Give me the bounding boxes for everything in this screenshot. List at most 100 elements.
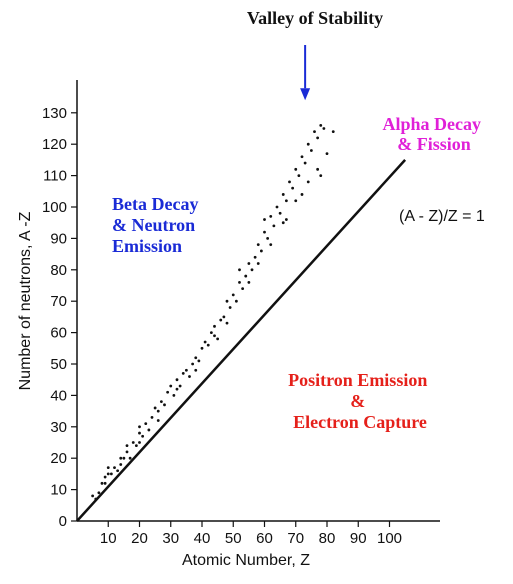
isotope-point [194, 356, 198, 360]
isotope-point [103, 475, 107, 479]
y-tick-label: 40 [50, 387, 67, 404]
isotope-point [175, 387, 179, 391]
isotope-point [278, 211, 282, 215]
isotope-point [91, 494, 95, 498]
x-tick-label: 40 [194, 530, 211, 547]
x-tick-label: 50 [225, 530, 242, 547]
region-positron-line-3: Electron Capture [293, 412, 427, 432]
isotope-point [163, 403, 166, 407]
isotope-point [241, 287, 245, 291]
isotope-point [300, 155, 304, 159]
isotope-point [294, 199, 298, 203]
isotope-point [194, 368, 198, 372]
isotope-point [297, 174, 301, 178]
isotope-point [309, 149, 313, 152]
region-alpha-decay: Alpha Decay & Fission [383, 114, 486, 154]
isotope-point [291, 186, 295, 190]
isotope-point [197, 359, 201, 363]
arrow-head [300, 88, 311, 101]
x-axis-ticks: 10 20 30 40 50 60 70 80 90 100 [100, 521, 402, 547]
y-tick-label: 10 [50, 482, 67, 499]
region-beta-decay: Beta Decay & Neutron Emission [112, 194, 203, 256]
isotope-point [294, 167, 298, 171]
stability-arrow [300, 45, 311, 101]
region-positron-emission: Positron Emission & Electron Capture [288, 370, 432, 432]
isotope-point [159, 400, 163, 404]
isotope-point [325, 152, 329, 156]
isotope-point [281, 193, 285, 196]
isotope-point [275, 205, 279, 209]
isotope-point [166, 390, 170, 394]
isotope-point [125, 444, 129, 448]
isotope-point [256, 262, 260, 265]
isotope-point [234, 299, 238, 303]
isotope-point [156, 419, 160, 422]
isotope-point [103, 481, 107, 485]
x-tick-label: 80 [319, 530, 336, 547]
isotope-point [128, 456, 132, 460]
isotope-point [281, 221, 285, 225]
region-alpha-line-2: & Fission [397, 134, 471, 154]
y-tick-label: 50 [50, 356, 67, 373]
isotope-point [300, 193, 304, 196]
y-tick-label: 90 [50, 230, 67, 247]
y-tick-label: 80 [50, 262, 67, 279]
isotope-point [247, 262, 251, 265]
isotope-point [244, 274, 248, 278]
x-tick-label: 30 [162, 530, 179, 547]
isotope-point [228, 306, 232, 309]
isotope-point [269, 215, 273, 218]
isotope-point [178, 384, 182, 388]
ratio-line-label: (A - Z)/Z = 1 [399, 208, 485, 225]
isotope-point [156, 409, 160, 413]
isotope-point [169, 384, 173, 388]
ratio-line [76, 159, 407, 522]
isotope-point [144, 422, 148, 426]
isotope-point [259, 249, 263, 253]
isotope-point [200, 346, 204, 350]
y-axis-ticks: 0 10 20 30 40 50 60 70 80 90 100 110 120 130 [42, 105, 77, 530]
isotope-point [97, 491, 101, 495]
isotope-point [222, 315, 226, 319]
region-beta-line-2: & Neutron [112, 215, 195, 235]
isotope-point [203, 340, 207, 344]
x-tick-label: 90 [350, 530, 367, 547]
isotope-point [331, 130, 335, 134]
y-tick-label: 30 [50, 419, 67, 436]
isotope-point [213, 324, 216, 328]
y-tick-label: 70 [50, 293, 67, 310]
isotope-point [284, 218, 288, 221]
region-alpha-line-1: Alpha Decay [383, 114, 482, 134]
isotope-point [172, 394, 176, 397]
y-tick-label: 120 [42, 136, 67, 153]
isotope-point [138, 425, 141, 429]
region-beta-line-1: Beta Decay [112, 194, 198, 214]
x-tick-label: 10 [100, 530, 117, 547]
isotope-point [231, 293, 235, 297]
isotope-point [269, 243, 273, 247]
isotope-point [138, 431, 141, 435]
x-tick-label: 100 [377, 530, 402, 547]
isotope-point [216, 337, 220, 341]
isotope-point [306, 180, 310, 184]
isotope-point [288, 180, 291, 184]
isotope-point [100, 481, 104, 485]
isotope-point [263, 218, 266, 221]
x-tick-label: 60 [256, 530, 273, 547]
isotope-point [319, 123, 323, 127]
isotope-point [131, 441, 135, 444]
isotope-point [209, 331, 213, 334]
y-tick-label: 100 [42, 199, 67, 216]
isotope-point [238, 280, 241, 284]
isotope-point [256, 243, 260, 247]
isotope-point [306, 142, 310, 146]
x-axis-title: Atomic Number, Z [182, 552, 310, 569]
isotope-point [250, 268, 254, 272]
y-axis-title: Number of neutrons, A -Z [17, 211, 34, 390]
region-positron-line-2: & [350, 391, 365, 411]
isotope-point [125, 450, 129, 454]
x-tick-label: 20 [131, 530, 148, 547]
isotope-point [313, 130, 316, 134]
isotope-point [225, 321, 229, 325]
chart-title: Valley of Stability [247, 8, 383, 28]
